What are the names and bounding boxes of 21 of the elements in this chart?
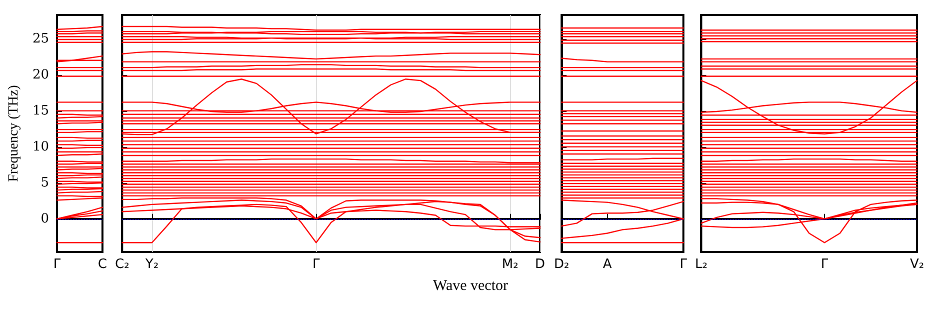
y-tick-label: 10 — [32, 139, 49, 154]
x-tick-label: L₂ — [694, 257, 708, 272]
y-axis-title: Frequency (THz) — [6, 84, 22, 182]
x-tick-label: Γ — [680, 257, 688, 272]
x-tick-label: Y₂ — [144, 257, 159, 272]
y-tick-label: 20 — [32, 67, 49, 82]
x-tick-label: Γ — [312, 257, 321, 272]
x-tick-label: A — [602, 257, 612, 272]
x-tick-label: C — [98, 257, 107, 272]
y-tick-label: 15 — [32, 103, 49, 118]
x-tick-label: D₂ — [554, 257, 570, 272]
x-tick-label: C₂ — [114, 257, 130, 272]
x-tick-label: Γ — [820, 257, 829, 272]
x-tick-label: Γ — [53, 257, 62, 272]
x-axis-title: Wave vector — [432, 278, 509, 295]
x-tick-label: D — [534, 257, 546, 272]
x-tick-label: V₂ — [910, 257, 924, 272]
y-tick-label: 5 — [40, 175, 49, 190]
y-tick-label: 25 — [32, 31, 49, 46]
x-tick-label: M₂ — [502, 257, 518, 272]
y-tick-label: 0 — [40, 211, 49, 226]
